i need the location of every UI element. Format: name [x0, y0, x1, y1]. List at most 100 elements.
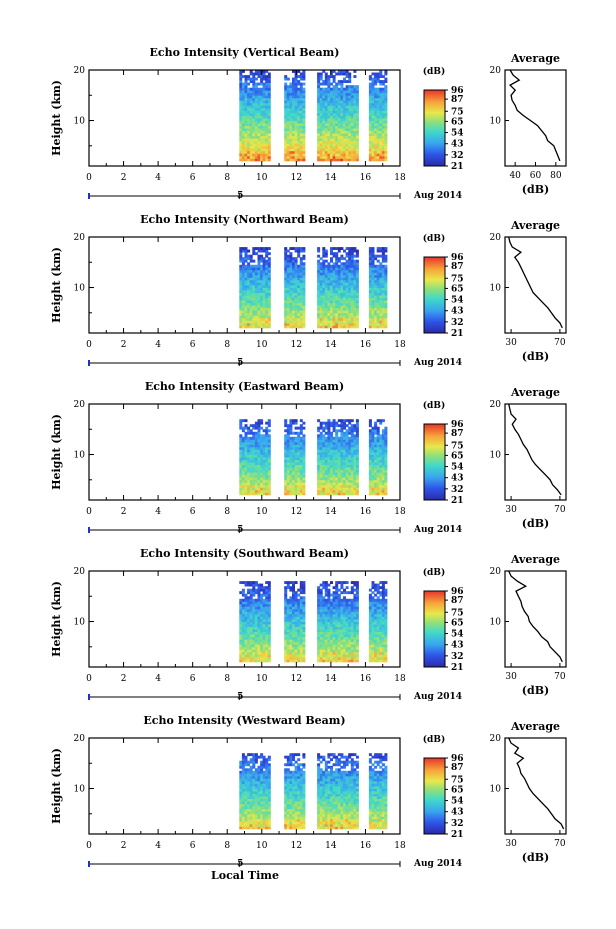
heatmap-cell	[267, 467, 271, 471]
heatmap-cell	[292, 125, 295, 129]
date-label: Aug 2014	[413, 191, 462, 201]
heatmap-cell	[379, 262, 383, 266]
heatmap-cell	[249, 641, 253, 645]
heatmap-cell	[247, 155, 251, 159]
heatmap-cell	[343, 140, 346, 144]
heatmap-cell	[294, 249, 298, 253]
heatmap-cell	[254, 272, 258, 276]
heatmap-cell	[317, 112, 321, 116]
heatmap-cell	[384, 454, 388, 458]
heatmap-cell	[317, 87, 321, 91]
heatmap-cell	[267, 472, 271, 476]
heatmap-cell	[327, 95, 331, 99]
heatmap-cell	[239, 629, 243, 632]
heatmap-cell	[353, 115, 357, 119]
heatmap-cell	[244, 135, 248, 139]
heatmap-cell	[260, 120, 264, 124]
heatmap-cell	[350, 489, 354, 493]
heatmap-cell	[343, 421, 346, 425]
heatmap-cell	[260, 611, 264, 615]
heatmap-cell	[247, 285, 251, 288]
heatmap-cell	[260, 626, 264, 630]
heatmap-cell	[299, 621, 303, 625]
heatmap-cell	[317, 274, 321, 278]
heatmap-cell	[244, 641, 248, 645]
heatmap-cell	[317, 629, 321, 632]
heatmap-cell	[350, 419, 354, 423]
heatmap-cell	[324, 77, 328, 81]
heatmap-cell	[294, 492, 298, 496]
heatmap-cell	[299, 257, 303, 261]
heatmap-cell	[332, 150, 336, 154]
heatmap-cell	[319, 479, 323, 483]
heatmap-cell	[241, 624, 245, 627]
heatmap-cell	[335, 90, 339, 94]
heatmap-cell	[337, 130, 341, 134]
heatmap-cell	[299, 484, 303, 488]
heatmap-cell	[299, 322, 303, 326]
heatmap-cell	[374, 479, 378, 483]
heatmap-cell	[324, 155, 328, 159]
heatmap-cell	[265, 85, 269, 89]
heatmap-cell	[244, 487, 248, 491]
heatmap-cell	[294, 479, 298, 483]
x-tick-label: 0	[86, 340, 92, 350]
heatmap-cell	[249, 107, 253, 111]
heatmap-cell	[299, 92, 303, 96]
heatmap-cell	[302, 325, 306, 329]
heatmap-cell	[284, 315, 288, 319]
heatmap-cell	[324, 312, 328, 316]
heatmap-cell	[371, 158, 375, 162]
heatmap-cell	[241, 317, 245, 321]
heatmap-cell	[267, 287, 271, 291]
heatmap-cell	[302, 489, 306, 493]
heatmap-cell	[317, 285, 321, 288]
heatmap-cell	[348, 467, 352, 471]
heatmap-cell	[252, 87, 256, 91]
heatmap-cell	[371, 148, 375, 152]
heatmap-cell	[374, 264, 378, 268]
heatmap-cell	[267, 479, 271, 483]
heatmap-cell	[252, 95, 256, 99]
heatmap-cell	[267, 593, 271, 597]
heatmap-cell	[244, 274, 248, 278]
heatmap-cell	[289, 112, 293, 116]
heatmap-cell	[379, 90, 383, 94]
heatmap-cell	[384, 457, 388, 460]
heatmap-cell	[348, 262, 352, 266]
heatmap-cell	[294, 621, 298, 625]
heatmap-cell	[297, 247, 301, 250]
heatmap-cell	[332, 138, 336, 142]
heatmap-cell	[252, 135, 256, 139]
heatmap-cell	[247, 626, 251, 630]
heatmap-cell	[252, 128, 256, 131]
heatmap-cell	[324, 305, 328, 309]
heatmap-cell	[265, 297, 269, 301]
heatmap-cell	[348, 295, 352, 298]
heatmap-cell	[371, 441, 375, 445]
heatmap-cell	[267, 315, 271, 319]
x-tick-label: 4	[155, 173, 161, 183]
heatmap-cell	[348, 110, 352, 114]
heatmap-cell	[249, 70, 253, 73]
heatmap-cell	[345, 135, 349, 139]
heatmap-cell	[368, 272, 372, 276]
heatmap-cell	[340, 452, 344, 455]
heatmap-cell	[254, 654, 258, 658]
heatmap-cell	[371, 140, 375, 144]
heatmap-cell	[379, 474, 383, 478]
heatmap-cell	[249, 479, 253, 483]
heatmap-cell	[297, 290, 301, 293]
heatmap-cell	[257, 459, 261, 463]
heatmap-cell	[371, 87, 375, 91]
heatmap-cell	[330, 626, 333, 630]
heatmap-cell	[368, 474, 372, 478]
x-tick-label: 18	[394, 507, 406, 517]
heatmap-cell	[322, 95, 326, 99]
heatmap-cell	[286, 110, 290, 114]
heatmap-cell	[376, 482, 380, 486]
heatmap-cell	[376, 140, 380, 144]
heatmap-cell	[265, 651, 269, 655]
heatmap-cell	[317, 110, 321, 114]
heatmap-cell	[260, 267, 264, 271]
